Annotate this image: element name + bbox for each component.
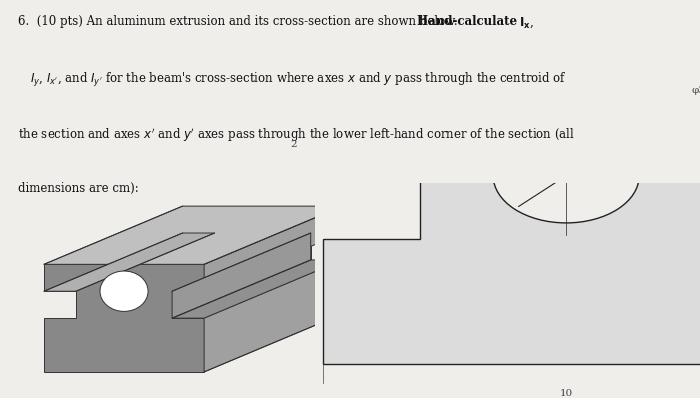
Text: Hand-calculate: Hand-calculate (417, 15, 522, 28)
Polygon shape (204, 206, 343, 291)
Text: the section and axes $x'$ and $y'$ axes pass through the lower left-hand corner : the section and axes $x'$ and $y'$ axes … (18, 126, 575, 144)
Circle shape (494, 129, 639, 223)
Text: dimensions are cm):: dimensions are cm): (18, 181, 139, 195)
Text: $\mathbf{I_x}$,: $\mathbf{I_x}$, (519, 15, 534, 30)
Text: 6.  (10 pts) An aluminum extrusion and its cross-section are shown below.: 6. (10 pts) An aluminum extrusion and it… (18, 15, 465, 28)
Polygon shape (44, 264, 204, 372)
Text: φ3: φ3 (692, 86, 700, 95)
Text: $I_y$, $I_{x'}$, and $I_{y'}$ for the beam's cross-section where axes $x$ and $y: $I_y$, $I_{x'}$, and $I_{y'}$ for the be… (30, 71, 567, 89)
Polygon shape (204, 260, 343, 372)
Polygon shape (172, 233, 311, 318)
Text: 10: 10 (559, 389, 573, 398)
Text: 2: 2 (290, 140, 297, 149)
Polygon shape (172, 260, 343, 318)
Circle shape (100, 271, 148, 311)
Polygon shape (44, 206, 343, 264)
Polygon shape (44, 233, 215, 291)
Polygon shape (323, 113, 700, 365)
